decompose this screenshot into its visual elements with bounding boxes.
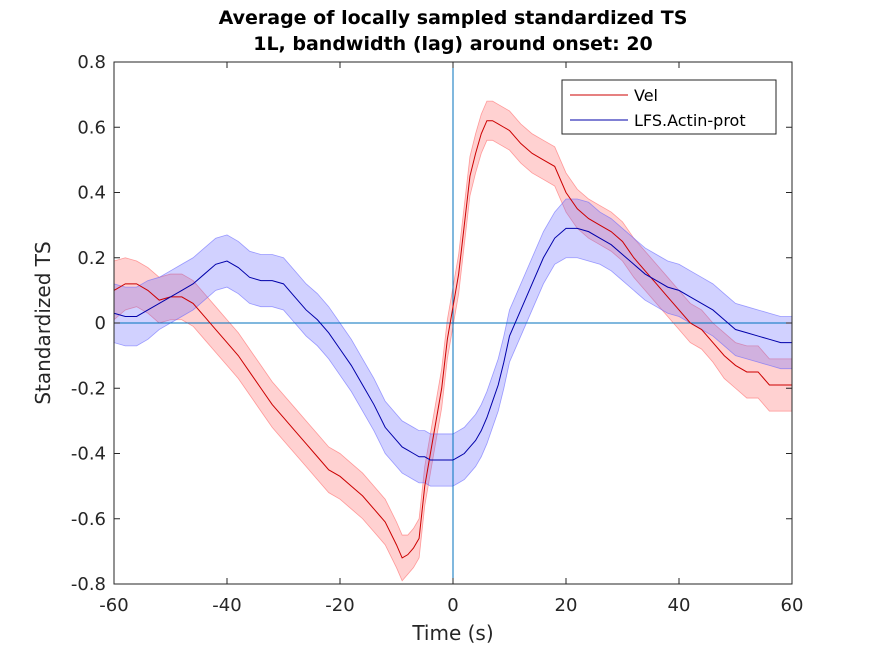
x-tick-label: 60 (781, 595, 804, 616)
y-axis-ticks: -0.8 -0.6 -0.4 -0.2 0 0.2 0.4 0.6 0.8 (71, 52, 792, 595)
x-tick-label: -40 (212, 595, 241, 616)
line-series-0 (113, 120, 792, 559)
chart-title: Average of locally sampled standardized … (219, 7, 688, 29)
reference-lines (114, 62, 792, 584)
y-tick-label: 0.6 (77, 117, 106, 138)
y-tick-label: -0.6 (71, 509, 106, 530)
y-axis-label: Standardized TS (31, 241, 55, 404)
y-tick-label: -0.4 (71, 444, 106, 465)
x-axis-ticks: -60 -40 -20 0 20 40 60 (99, 62, 803, 616)
x-tick-label: 40 (668, 595, 691, 616)
y-tick-label: 0 (95, 313, 106, 334)
x-axis-label: Time (s) (411, 621, 493, 645)
legend-box (561, 79, 777, 135)
y-tick-label: 0.8 (77, 52, 106, 73)
chart-subtitle: 1L, bandwidth (lag) around onset: 20 (253, 33, 653, 55)
legend-entry: LFS.Actin-prot (634, 111, 746, 130)
y-tick-label: 0.4 (77, 183, 106, 204)
y-tick-label: -0.8 (71, 574, 106, 595)
legend: Vel LFS.Actin-prot (561, 79, 777, 135)
y-tick-label: 0.2 (77, 248, 106, 269)
y-tick-label: -0.2 (71, 378, 106, 399)
series-lines (113, 120, 792, 559)
line-series-1 (113, 227, 792, 461)
x-tick-label: -60 (99, 595, 128, 616)
x-tick-label: 0 (447, 595, 458, 616)
x-tick-label: -20 (325, 595, 354, 616)
legend-entry: Vel (634, 86, 658, 105)
x-tick-label: 20 (555, 595, 578, 616)
